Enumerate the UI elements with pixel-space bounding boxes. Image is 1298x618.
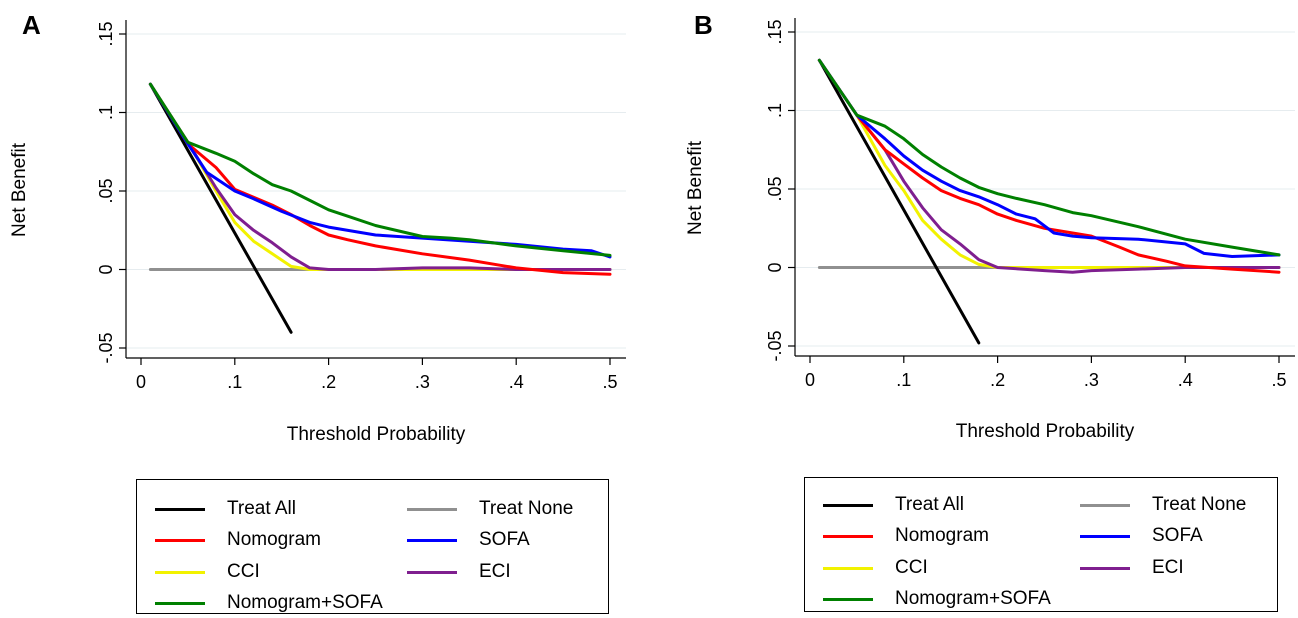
y-axis-title: Net Benefit <box>9 142 30 237</box>
x-axis-title: Threshold Probability <box>956 421 1135 442</box>
y-tick-label: .15 <box>765 19 785 44</box>
legend-item-eci: ECI <box>407 557 511 587</box>
legend-label: CCI <box>227 561 260 582</box>
series-line-treat-all <box>817 58 981 345</box>
legend-swatch <box>1080 503 1130 507</box>
y-tick-label: .05 <box>765 176 785 201</box>
series-line-sofa <box>817 58 1281 258</box>
series-line-cci <box>148 82 612 271</box>
panel-b: B -.05 0 .05 .1 .15 0 .1 .2 .3 .4 .5 Threshold Prob… <box>649 0 1298 612</box>
series-line-nomogram-sofa <box>148 82 612 257</box>
legend: Treat All Treat None Nomogram SOFA CCI ECI Nom… <box>804 477 1278 612</box>
panel-a: A -.05 0 .05 .1 .15 0 .1 .2 .3 .4 .5 Threshold Prob… <box>0 0 649 614</box>
x-tick-label: .5 <box>1271 370 1286 390</box>
legend-item-nomogram: Nomogram <box>823 521 989 551</box>
legend-label: Nomogram <box>895 525 989 546</box>
x-tick-label: .5 <box>602 372 617 392</box>
legend-swatch <box>155 601 205 605</box>
legend-item-nomogram-sofa: Nomogram+SOFA <box>823 584 1051 614</box>
legend-label: Nomogram <box>227 529 321 550</box>
legend-swatch <box>407 570 457 574</box>
legend-item-treat-all: Treat All <box>823 490 964 520</box>
legend-label: Nomogram+SOFA <box>227 592 383 613</box>
y-tick-label: 0 <box>96 264 116 274</box>
legend-swatch <box>155 507 205 511</box>
series-line-nomogram <box>817 58 1281 274</box>
series-line-nomogram <box>148 82 612 276</box>
legend-label: Treat None <box>1152 494 1247 515</box>
series-line-eci <box>817 58 1281 274</box>
legend-swatch <box>407 538 457 542</box>
legend-swatch <box>1080 566 1130 570</box>
legend-label: Treat All <box>895 494 964 515</box>
x-axis-title: Threshold Probability <box>287 424 466 445</box>
legend-item-cci: CCI <box>155 557 260 587</box>
legend-swatch <box>823 597 873 601</box>
y-tick-label: .1 <box>765 103 785 118</box>
legend-item-treat-none: Treat None <box>407 494 573 524</box>
legend-swatch <box>823 503 873 507</box>
legend: Treat All Treat None Nomogram SOFA CCI ECI Nom… <box>136 479 609 614</box>
legend-swatch <box>155 570 205 574</box>
legend-swatch <box>823 534 873 538</box>
legend-item-eci: ECI <box>1080 553 1184 583</box>
series-line-sofa <box>148 82 612 259</box>
legend-label: ECI <box>479 561 511 582</box>
legend-item-treat-none: Treat None <box>1080 490 1246 520</box>
legend-label: ECI <box>1152 557 1184 578</box>
x-tick-label: .2 <box>990 370 1005 390</box>
y-tick-label: .15 <box>96 21 116 46</box>
legend-label: SOFA <box>1152 525 1203 546</box>
legend-label: CCI <box>895 557 928 578</box>
y-axis-title: Net Benefit <box>685 140 706 235</box>
legend-label: Treat None <box>479 498 574 519</box>
x-tick-label: .3 <box>1084 370 1099 390</box>
chart-a: -.05 0 .05 .1 .15 0 .1 .2 .3 .4 .5 Threshold Probab… <box>9 20 626 445</box>
legend-item-cci: CCI <box>823 553 928 583</box>
series-line-cci <box>817 58 1281 269</box>
x-tick-label: .3 <box>415 372 430 392</box>
series-line-eci <box>148 82 612 271</box>
legend-item-sofa: SOFA <box>1080 521 1203 551</box>
legend-label: Treat All <box>227 498 296 519</box>
legend-swatch <box>1080 534 1130 538</box>
legend-item-nomogram: Nomogram <box>155 525 321 555</box>
legend-swatch <box>407 507 457 511</box>
legend-swatch <box>823 566 873 570</box>
panel-letter: B <box>694 10 713 40</box>
legend-label: Nomogram+SOFA <box>895 588 1051 609</box>
legend-swatch <box>155 538 205 542</box>
x-tick-label: .4 <box>1178 370 1193 390</box>
legend-label: SOFA <box>479 529 530 550</box>
x-tick-label: 0 <box>805 370 815 390</box>
y-tick-label: -.05 <box>96 332 116 363</box>
y-tick-label: .1 <box>96 105 116 120</box>
x-tick-label: .1 <box>227 372 242 392</box>
x-tick-label: 0 <box>136 372 146 392</box>
legend-item-treat-all: Treat All <box>155 494 296 524</box>
chart-b: -.05 0 .05 .1 .15 0 .1 .2 .3 .4 .5 Threshold Probab… <box>685 18 1295 442</box>
x-tick-label: .1 <box>896 370 911 390</box>
y-tick-label: 0 <box>765 262 785 272</box>
series-line-nomogram-sofa <box>817 58 1281 257</box>
series-line-treat-all <box>148 82 293 334</box>
y-tick-label: .05 <box>96 178 116 203</box>
panel-letter: A <box>22 10 41 40</box>
x-tick-label: .4 <box>509 372 524 392</box>
legend-item-sofa: SOFA <box>407 525 530 555</box>
y-tick-label: -.05 <box>765 330 785 361</box>
legend-item-nomogram-sofa: Nomogram+SOFA <box>155 588 383 618</box>
x-tick-label: .2 <box>321 372 336 392</box>
